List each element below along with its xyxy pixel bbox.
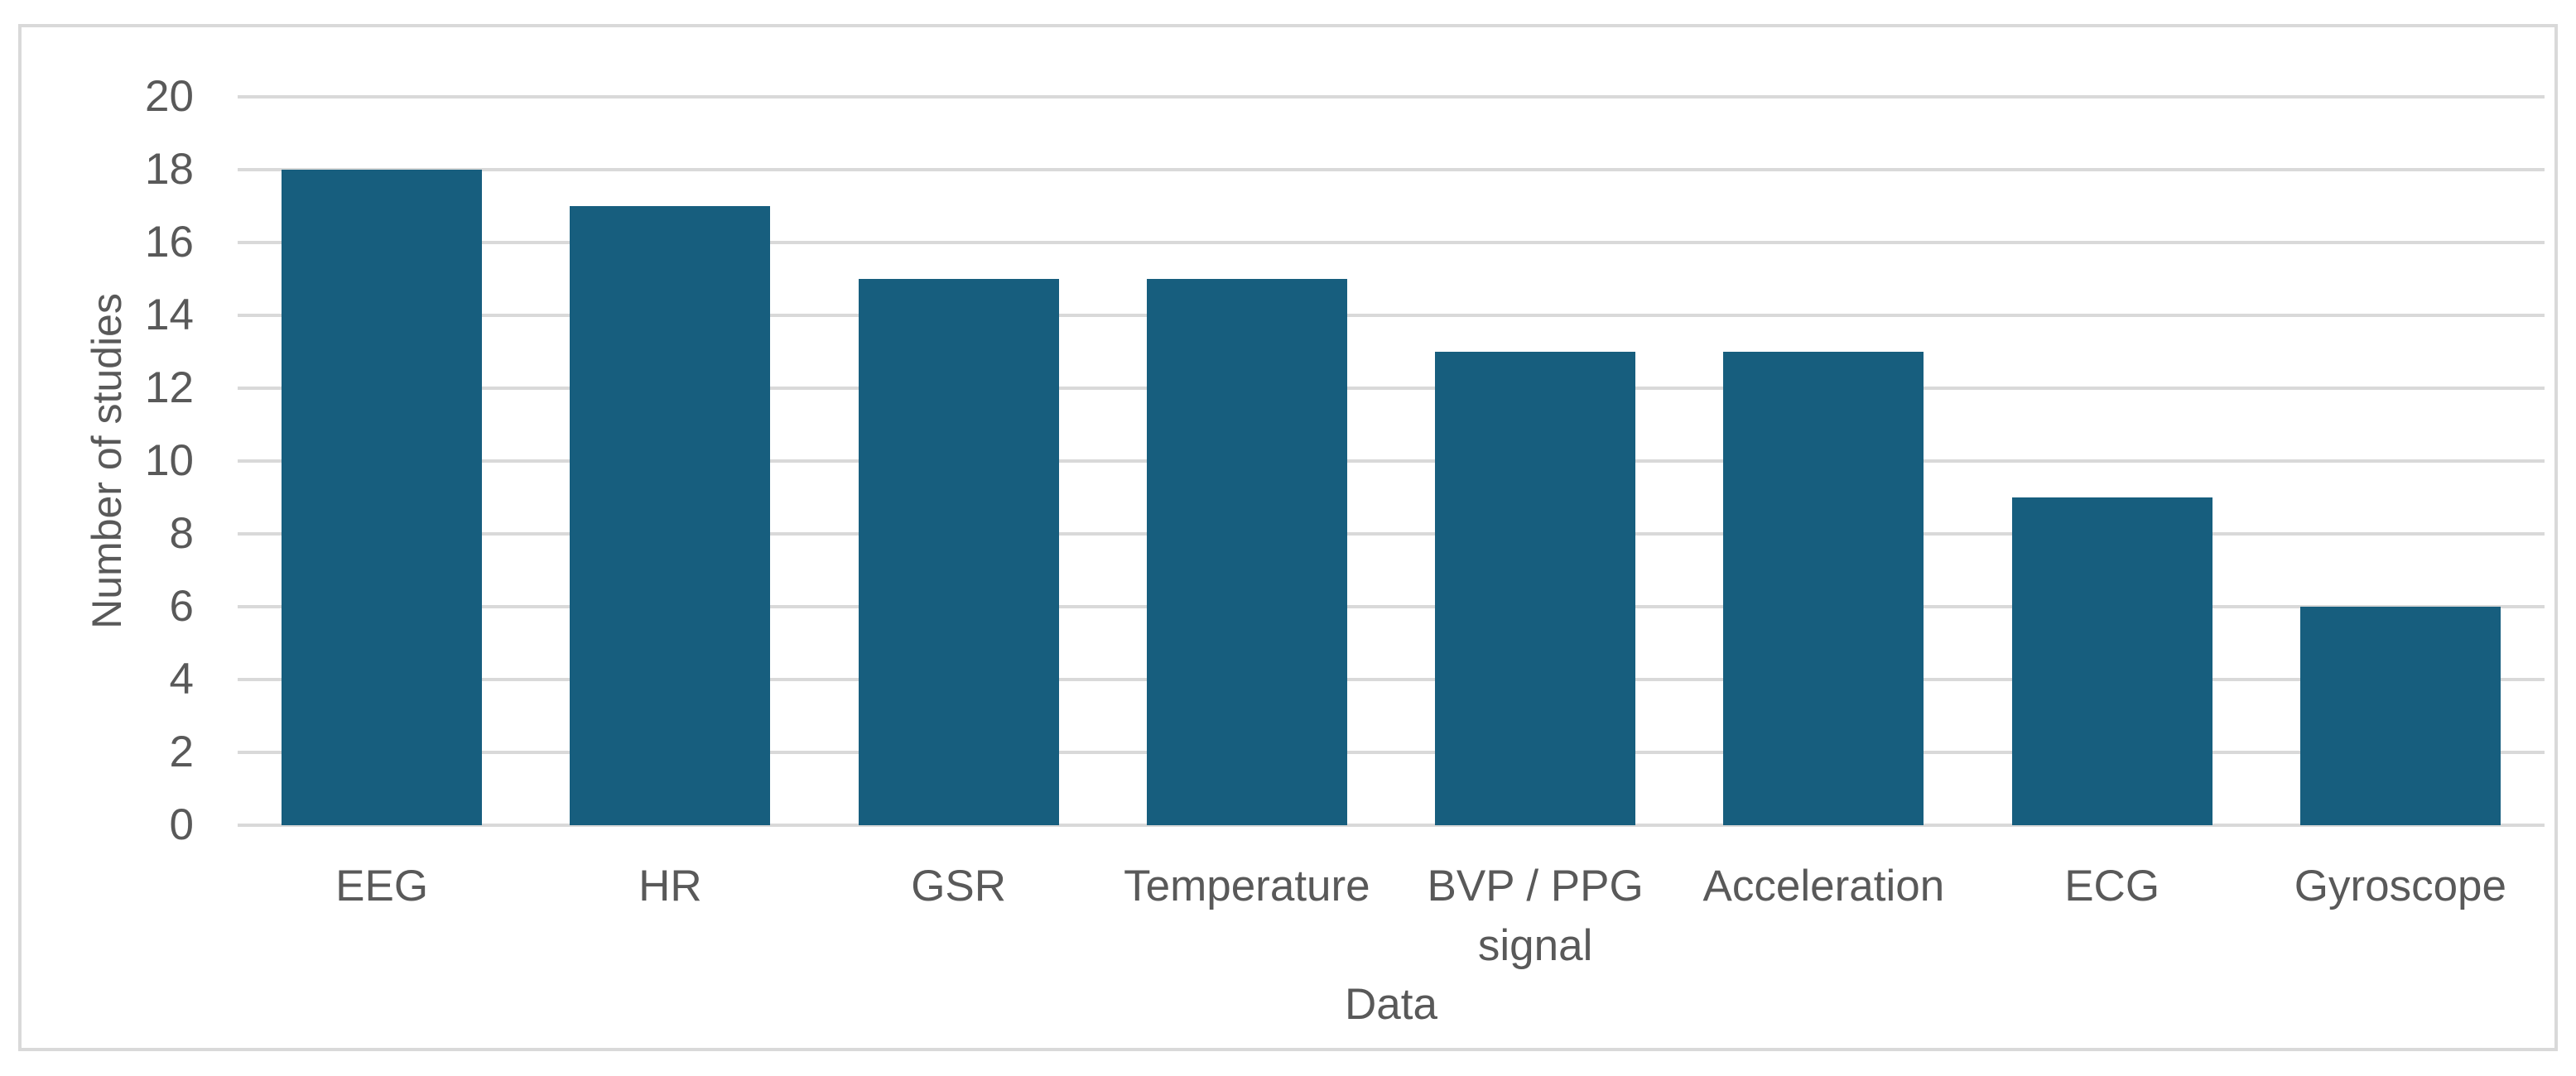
y-tick-label-16: 16 (145, 218, 194, 267)
y-tick-label-6: 6 (169, 582, 194, 631)
y-tick-label-0: 0 (169, 800, 194, 849)
bar-gsr (858, 279, 1059, 825)
gridline-y-8 (238, 532, 2545, 536)
gridline-y-20 (238, 95, 2545, 98)
y-tick-label-18: 18 (145, 145, 194, 194)
x-axis-title: Data (1345, 980, 1437, 1029)
bar-ecg (2011, 497, 2212, 825)
plot-area (238, 95, 2545, 827)
x-category-label-bvp-ppg-signal: BVP / PPG signal (1427, 862, 1644, 970)
chart-frame: Number of studies Data 0 2 4 6 8 10 12 14 16 18 20… (18, 24, 2558, 1051)
bar-acceleration (1723, 352, 1924, 825)
x-category-label-eeg: EEG (335, 862, 429, 910)
gridline-y-16 (238, 241, 2545, 244)
gridline-y-2 (238, 751, 2545, 754)
gridline-y-6 (238, 605, 2545, 608)
x-axis-category-labels: EEG HR GSR Temperature BVP / PPG signal Accel… (238, 857, 2545, 976)
gridline-y-14 (238, 314, 2545, 317)
bar-eeg (282, 170, 483, 825)
gridline-y-4 (238, 678, 2545, 681)
x-category-label-acceleration: Acceleration (1702, 862, 1945, 910)
gridline-y-0 (238, 824, 2545, 827)
bar-bvp-ppg-signal (1435, 352, 1636, 825)
x-category-label-hr: HR (638, 862, 702, 910)
bar-gyroscope (2299, 607, 2501, 825)
y-tick-label-4: 4 (169, 655, 194, 704)
y-tick-label-2: 2 (169, 728, 194, 776)
x-category-label-temperature: Temperature (1124, 862, 1370, 910)
x-category-label-gsr: GSR (911, 862, 1007, 910)
x-category-label-ecg: ECG (2064, 862, 2160, 910)
y-tick-label-8: 8 (169, 509, 194, 558)
y-tick-label-14: 14 (145, 291, 194, 339)
x-category-label-gyroscope: Gyroscope (2294, 862, 2507, 910)
gridline-y-10 (238, 459, 2545, 463)
gridline-y-18 (238, 168, 2545, 171)
bar-temperature (1146, 279, 1347, 825)
bar-hr (570, 206, 771, 825)
gridline-y-12 (238, 387, 2545, 390)
y-tick-label-12: 12 (145, 363, 194, 412)
y-tick-label-20: 20 (145, 72, 194, 121)
y-tick-label-10: 10 (145, 436, 194, 485)
